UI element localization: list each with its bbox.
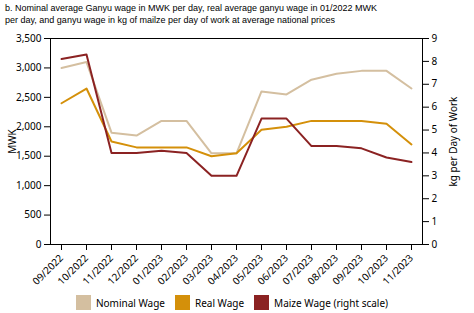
svg-text:2,000: 2,000 xyxy=(16,119,42,133)
svg-text:3,500: 3,500 xyxy=(16,31,42,45)
html-text:Maize Wage (right scale): Maize Wage (right scale) xyxy=(274,295,389,310)
svg-text:2,500: 2,500 xyxy=(16,90,42,104)
svg-text:0: 0 xyxy=(432,237,438,251)
svg-text:1,500: 1,500 xyxy=(16,149,42,163)
svg-text:2: 2 xyxy=(432,191,438,205)
svg-text:4: 4 xyxy=(432,146,438,160)
svg-text:6: 6 xyxy=(432,100,438,114)
svg-text:1,000: 1,000 xyxy=(16,178,42,192)
svg-text:3: 3 xyxy=(432,168,438,182)
svg-text:1: 1 xyxy=(432,214,438,228)
html-text:b. Nominal average Ganyu wage: b. Nominal average Ganyu wage in MWK per… xyxy=(5,3,377,25)
html-text:Real Wage: Real Wage xyxy=(195,295,245,310)
svg-text:3,000: 3,000 xyxy=(16,61,42,75)
svg-text:9: 9 xyxy=(432,31,438,45)
svg-text:7: 7 xyxy=(432,77,438,91)
svg-text:0: 0 xyxy=(36,237,42,251)
svg-text:11/2023: 11/2023 xyxy=(379,251,416,286)
svg-text:MWK: MWK xyxy=(5,129,19,154)
svg-text:500: 500 xyxy=(24,208,41,222)
svg-text:8: 8 xyxy=(432,54,438,68)
svg-text:kg per Day of Work: kg per Day of Work xyxy=(446,96,460,187)
svg-text:5: 5 xyxy=(432,123,438,137)
html-text:Nominal Wage: Nominal Wage xyxy=(95,295,165,310)
